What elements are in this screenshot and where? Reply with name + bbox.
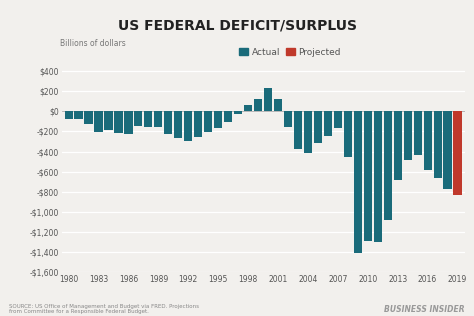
Bar — [434, 112, 442, 178]
Bar — [224, 112, 232, 122]
Bar — [294, 112, 302, 149]
Bar — [94, 112, 102, 132]
Bar — [264, 88, 272, 112]
Bar — [74, 112, 82, 119]
Bar — [284, 112, 292, 127]
Text: US FEDERAL DEFICIT/SURPLUS: US FEDERAL DEFICIT/SURPLUS — [118, 19, 356, 33]
Text: Billions of dollars: Billions of dollars — [60, 39, 125, 48]
Bar — [164, 112, 173, 134]
Bar — [234, 112, 242, 114]
Bar — [364, 112, 372, 241]
Bar — [454, 112, 462, 195]
Bar — [194, 112, 202, 137]
Bar — [84, 112, 92, 124]
Bar — [274, 99, 282, 112]
Bar — [413, 112, 422, 155]
Bar — [134, 112, 143, 126]
Bar — [214, 112, 222, 128]
Bar — [383, 112, 392, 220]
Bar — [124, 112, 133, 134]
Bar — [344, 112, 352, 157]
Bar — [144, 112, 153, 127]
Bar — [244, 105, 252, 112]
Bar — [324, 112, 332, 136]
Bar — [304, 112, 312, 153]
Bar — [354, 112, 362, 253]
Bar — [403, 112, 412, 160]
Bar — [334, 112, 342, 128]
Bar — [204, 112, 212, 132]
Bar — [374, 112, 382, 242]
Text: SOURCE: US Office of Management and Budget via FRED. Projections
from Committee : SOURCE: US Office of Management and Budg… — [9, 304, 200, 314]
Bar — [184, 112, 192, 141]
Bar — [154, 112, 163, 127]
Bar — [393, 112, 402, 179]
Legend: Actual, Projected: Actual, Projected — [236, 44, 344, 60]
Bar — [444, 112, 452, 190]
Bar — [254, 99, 262, 112]
Text: BUSINESS INSIDER: BUSINESS INSIDER — [384, 306, 465, 314]
Bar — [424, 112, 432, 170]
Bar — [114, 112, 123, 133]
Bar — [64, 112, 73, 119]
Bar — [104, 112, 113, 130]
Bar — [314, 112, 322, 143]
Bar — [174, 112, 182, 138]
